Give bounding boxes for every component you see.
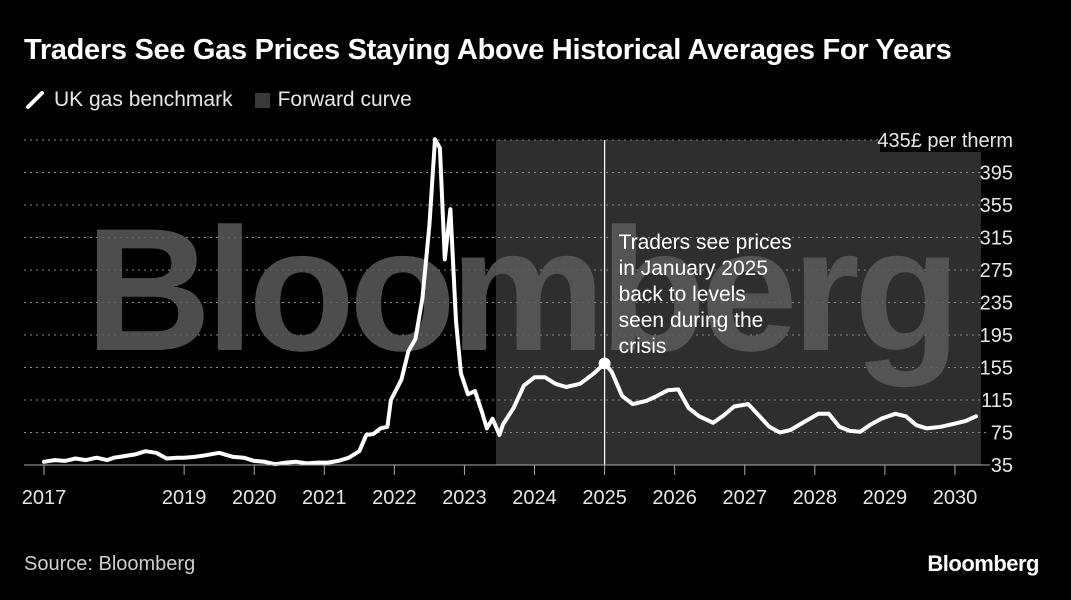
x-tick-label: 2020 <box>232 487 277 509</box>
x-tick-label: 2030 <box>933 487 978 509</box>
source-note: Source: Bloomberg <box>24 553 196 575</box>
bloomberg-logo: Bloomberg <box>927 551 1039 576</box>
legend-label-benchmark: UK gas benchmark <box>54 88 233 111</box>
x-tick-label: 2024 <box>512 487 557 509</box>
x-tick-label: 2028 <box>793 487 838 509</box>
legend-label-forward-curve: Forward curve <box>277 88 412 111</box>
y-tick-label: 155 <box>980 358 1013 380</box>
y-tick-label: 315 <box>980 228 1013 250</box>
y-tick-label: 435£ per therm <box>877 130 1013 152</box>
series-line-uk-gas-benchmark <box>42 137 978 467</box>
white-line-icon <box>26 91 44 109</box>
gray-box-icon <box>254 92 270 108</box>
annotation-line: Traders see prices <box>619 231 792 254</box>
y-tick-label: 395 <box>980 163 1013 185</box>
x-tick-label: 2029 <box>863 487 908 509</box>
x-tick-label: 2026 <box>652 487 697 509</box>
annotation-line: crisis <box>619 335 667 358</box>
x-tick-label: 2022 <box>372 487 417 509</box>
y-tick-label: 195 <box>980 325 1013 347</box>
legend-item-benchmark: UK gas benchmark <box>24 88 233 112</box>
annotation-line: back to levels <box>619 283 746 306</box>
y-tick-label: 35 <box>991 455 1013 477</box>
annotation-line: seen during the <box>619 309 764 332</box>
highlight-point <box>598 357 611 370</box>
y-tick-label: 115 <box>981 390 1013 412</box>
legend: UK gas benchmark Forward curve <box>24 88 434 112</box>
chart-title: Traders See Gas Prices Staying Above His… <box>24 34 952 66</box>
y-tick-label: 355 <box>980 195 1013 217</box>
x-tick-label: 2017 <box>22 487 67 509</box>
x-tick-label: 2025 <box>582 487 627 509</box>
x-tick-label: 2019 <box>162 487 207 509</box>
legend-item-forward-curve: Forward curve <box>254 88 412 112</box>
y-tick-label: 235 <box>980 293 1013 315</box>
annotation-line: in January 2025 <box>619 257 768 280</box>
x-tick-label: 2027 <box>722 487 767 509</box>
x-tick-label: 2023 <box>442 487 487 509</box>
y-unit-background <box>880 126 1015 152</box>
x-tick-label: 2021 <box>302 487 347 509</box>
watermark-text: Bloomberg <box>85 193 955 388</box>
y-tick-label: 75 <box>991 423 1013 445</box>
y-tick-label: 275 <box>980 260 1013 282</box>
